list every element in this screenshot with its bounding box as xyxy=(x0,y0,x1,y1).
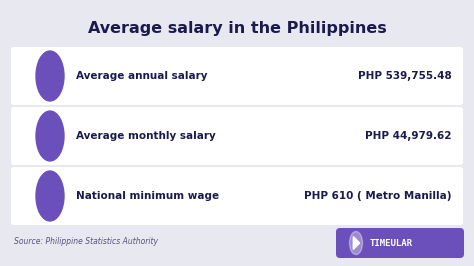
Text: Source: Philippine Statistics Authority: Source: Philippine Statistics Authority xyxy=(14,238,158,247)
FancyBboxPatch shape xyxy=(11,47,463,105)
Ellipse shape xyxy=(349,231,363,255)
FancyBboxPatch shape xyxy=(11,107,463,165)
Text: PHP 539,755.48: PHP 539,755.48 xyxy=(358,71,452,81)
Text: TIMEULAR: TIMEULAR xyxy=(370,239,413,247)
Text: Average annual salary: Average annual salary xyxy=(76,71,208,81)
Polygon shape xyxy=(353,236,360,250)
Text: Average monthly salary: Average monthly salary xyxy=(76,131,216,141)
Ellipse shape xyxy=(36,51,64,101)
Ellipse shape xyxy=(36,111,64,161)
Text: PHP 44,979.62: PHP 44,979.62 xyxy=(365,131,452,141)
Text: National minimum wage: National minimum wage xyxy=(76,191,219,201)
FancyBboxPatch shape xyxy=(11,167,463,225)
Ellipse shape xyxy=(36,171,64,221)
Text: PHP 610 ( Metro Manilla): PHP 610 ( Metro Manilla) xyxy=(304,191,452,201)
Text: Average salary in the Philippines: Average salary in the Philippines xyxy=(88,20,386,35)
FancyBboxPatch shape xyxy=(336,228,464,258)
